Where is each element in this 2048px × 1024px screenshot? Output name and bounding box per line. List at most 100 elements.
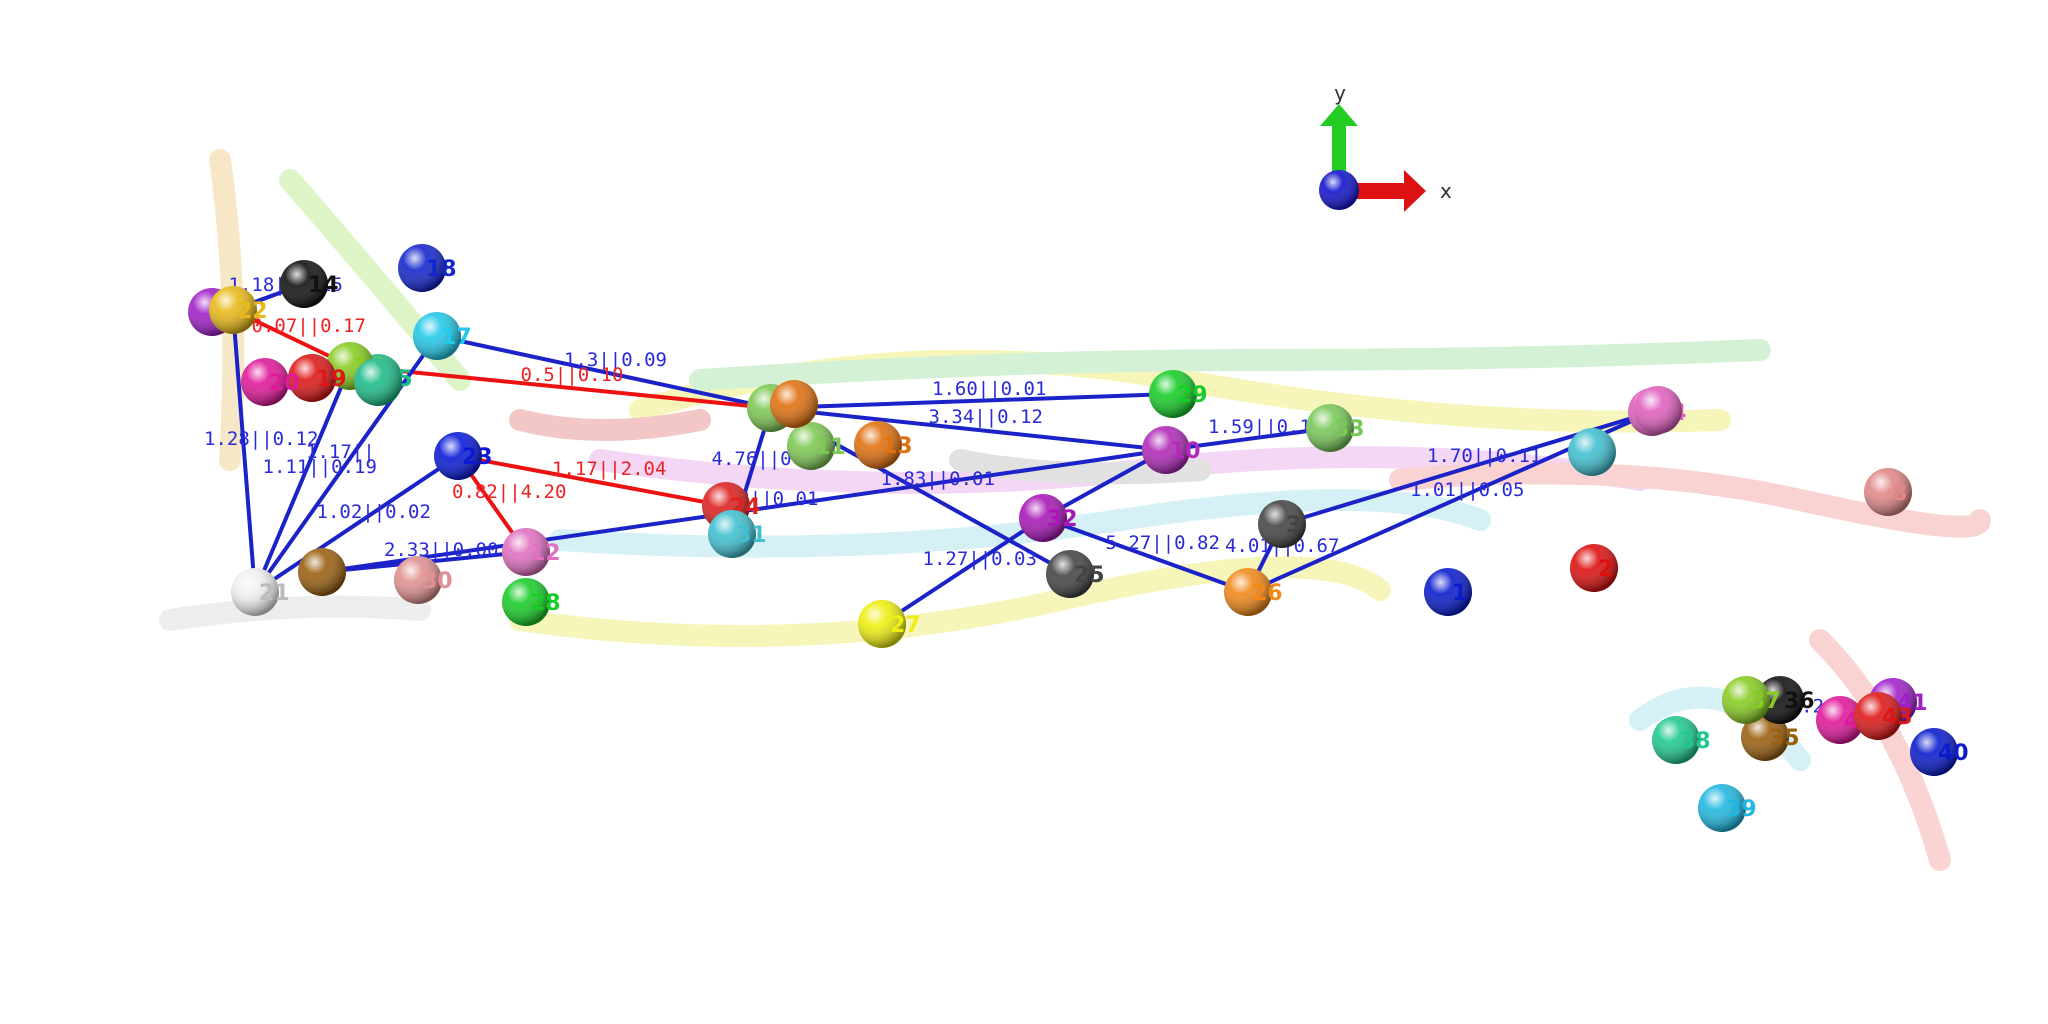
- sphere-shading: [708, 510, 756, 558]
- connection-label: 1.17||: [306, 441, 375, 463]
- sphere-shading: [241, 358, 289, 406]
- residue-sphere: 39: [1698, 784, 1757, 832]
- residue-label: 25: [1074, 563, 1105, 588]
- sphere-shading: [231, 568, 279, 616]
- connection-label: 3.34||0.12: [929, 406, 1043, 428]
- residue-label: 43: [1882, 705, 1913, 730]
- residue-label: 23: [462, 445, 493, 470]
- connection-line: [770, 392, 1174, 410]
- sphere-shading: [1816, 696, 1864, 744]
- residue-label: 41: [1897, 691, 1928, 716]
- residue-sphere: 35: [1741, 713, 1800, 761]
- connection-label: 0.07||0.17: [252, 315, 366, 337]
- sphere-shading: [288, 354, 336, 402]
- connection-line: [253, 454, 460, 594]
- sphere-shading: [1424, 568, 1472, 616]
- sphere-shading: [854, 421, 902, 469]
- residue-label: 10: [1170, 439, 1201, 464]
- connection-label: 1.17||2.04: [552, 458, 666, 480]
- residue-sphere: 42: [1816, 696, 1875, 744]
- ribbon-segment: [509, 556, 1391, 647]
- residue-sphere: 26: [1224, 568, 1283, 616]
- sphere-shading: [1258, 500, 1306, 548]
- residue-label: 40: [1938, 741, 1969, 766]
- connection-line: [349, 364, 772, 410]
- residue-sphere: 22: [209, 286, 268, 334]
- y-axis-arrow-head: [1320, 104, 1358, 126]
- residue-label: 36: [1784, 689, 1815, 714]
- residue-label: 35: [1769, 726, 1800, 751]
- residue-sphere: 37: [1722, 676, 1781, 724]
- residue-label: 17: [441, 325, 472, 350]
- residue-label: 14: [308, 273, 339, 298]
- sphere-shading: [1568, 428, 1616, 476]
- residue-label: 18: [426, 257, 457, 282]
- residue-label: 19: [316, 367, 347, 392]
- residue-sphere: 2: [1570, 544, 1618, 592]
- residue-sphere: [770, 380, 818, 428]
- sphere-shading: [502, 578, 550, 626]
- residue-sphere: 28: [502, 578, 561, 626]
- residue-label: 2: [1598, 557, 1613, 582]
- residue-sphere: 13: [854, 421, 913, 469]
- sphere-shading: [1570, 544, 1618, 592]
- connection-line: [880, 516, 1045, 626]
- connection-label: 1.60||0.01: [932, 378, 1046, 400]
- sphere-shading: [1306, 404, 1354, 452]
- connection-label: 1.59||0.12: [1208, 416, 1322, 438]
- connection-label: 1.11||0.19: [263, 456, 377, 478]
- connection-label: 1.28||0.12: [204, 428, 318, 450]
- residue-sphere: 18: [398, 244, 457, 292]
- residue-label: 30: [422, 569, 453, 594]
- residue-sphere: [1634, 386, 1682, 434]
- residue-sphere: 10: [1142, 426, 1201, 474]
- residue-label: 26: [1252, 581, 1283, 606]
- sphere-shading: [1756, 676, 1804, 724]
- sphere-shading: [394, 556, 442, 604]
- connection-labels: 1.18||0.150.07||0.171.3||0.090.5||0.101.…: [204, 274, 1835, 718]
- residue-sphere: [354, 358, 402, 406]
- sphere-shading: [1864, 468, 1912, 516]
- residue-label: 22: [237, 299, 268, 324]
- residue-sphere: 36: [1756, 676, 1815, 724]
- residue-sphere: 1: [1424, 568, 1472, 616]
- residue-sphere: 32: [1019, 494, 1078, 542]
- connection-line: [253, 334, 439, 594]
- residue-sphere: 30: [394, 556, 453, 604]
- residue-label: 11: [815, 435, 846, 460]
- ribbon-segment: [689, 339, 1771, 391]
- axis-gizmo: y x: [1319, 81, 1452, 212]
- sphere-shading: [1149, 370, 1197, 418]
- residue-spheres: 1237891011121314151617181920212223242526…: [188, 244, 1969, 832]
- sphere-shading: [770, 380, 818, 428]
- residue-sphere: [298, 548, 346, 596]
- residue-label: 13: [882, 434, 913, 459]
- residue-sphere: 3: [1258, 500, 1306, 548]
- x-axis-arrow-head: [1404, 170, 1426, 212]
- connection-line: [1042, 516, 1249, 594]
- sphere-shading: [413, 312, 461, 360]
- residue-label: 38: [1680, 729, 1711, 754]
- connection-label: 1.3||0.09: [564, 349, 667, 371]
- residue-label: 28: [530, 591, 561, 616]
- residue-label: 21: [259, 581, 290, 606]
- residue-label: 3: [1286, 513, 1301, 538]
- sphere-shading: [1698, 784, 1746, 832]
- residue-sphere: 8: [1864, 468, 1912, 516]
- residue-sphere: 27: [858, 600, 921, 648]
- y-axis-label: y: [1334, 81, 1346, 105]
- sphere-shading: [209, 286, 257, 334]
- connection-label: 1.02||0.02: [317, 501, 431, 523]
- connection-line: [457, 454, 727, 508]
- residue-sphere: 29: [1149, 370, 1208, 418]
- y-axis-arrow-shaft: [1332, 124, 1346, 184]
- connection-label: 1.27||0.03: [923, 548, 1037, 570]
- sphere-shading: [1142, 426, 1190, 474]
- connection-line: [770, 406, 1167, 452]
- connection-line: [1165, 426, 1331, 452]
- residue-sphere: 19: [288, 354, 347, 402]
- sphere-shading: [1910, 728, 1958, 776]
- sphere-shading: [1854, 692, 1902, 740]
- residue-sphere: 43: [1854, 692, 1913, 740]
